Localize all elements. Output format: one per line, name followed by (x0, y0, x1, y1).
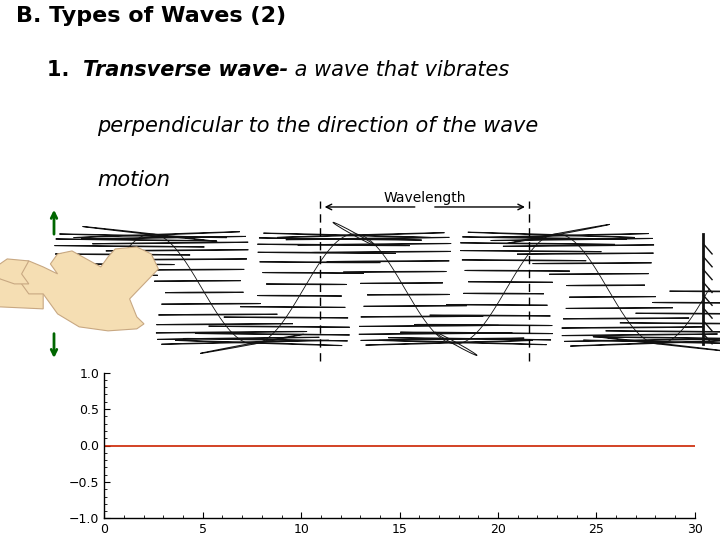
Polygon shape (14, 247, 158, 331)
Text: perpendicular to the direction of the wave: perpendicular to the direction of the wa… (97, 116, 539, 136)
Polygon shape (0, 259, 29, 284)
Polygon shape (0, 271, 43, 309)
Text: motion: motion (97, 170, 170, 190)
Text: Wavelength: Wavelength (384, 191, 466, 205)
Text: B. Types of Waves (2): B. Types of Waves (2) (16, 6, 286, 26)
Text: Transverse wave-: Transverse wave- (83, 60, 288, 80)
Text: a wave that vibrates: a wave that vibrates (288, 60, 509, 80)
Text: 1.: 1. (47, 60, 76, 80)
